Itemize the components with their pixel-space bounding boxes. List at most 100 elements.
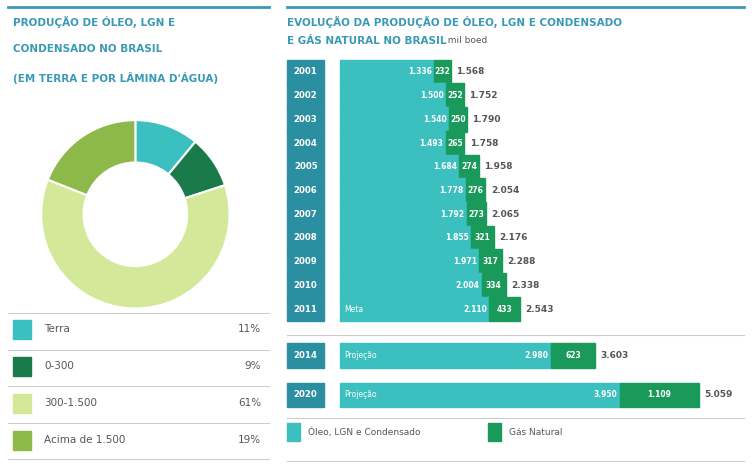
Text: 1.109: 1.109 [647, 390, 672, 399]
Bar [449, 107, 467, 131]
Text: Óleo, LGN e Condensado: Óleo, LGN e Condensado [308, 427, 420, 437]
Text: E GÁS NATURAL NO BRASIL: E GÁS NATURAL NO BRASIL [287, 36, 447, 46]
Bar [13, 394, 31, 413]
Text: 3.603: 3.603 [601, 351, 629, 360]
Bar [287, 273, 324, 298]
Text: 2.980: 2.980 [525, 351, 549, 360]
Text: Projeção: Projeção [344, 351, 377, 360]
Text: 1.684: 1.684 [433, 162, 456, 171]
Text: 623: 623 [566, 351, 581, 360]
Text: 61%: 61% [238, 398, 261, 408]
Bar [467, 202, 486, 227]
Text: 2.543: 2.543 [526, 305, 554, 314]
Bar [465, 178, 485, 203]
Text: 300-1.500: 300-1.500 [44, 398, 97, 408]
Text: mil boed: mil boed [441, 36, 487, 45]
Text: 2.004: 2.004 [456, 281, 480, 290]
Bar [340, 382, 620, 407]
Bar [480, 249, 502, 274]
Text: 1.790: 1.790 [472, 115, 501, 124]
Bar [13, 357, 31, 376]
Text: 1.778: 1.778 [439, 186, 463, 195]
Text: 2008: 2008 [294, 234, 317, 243]
Text: 19%: 19% [238, 435, 261, 445]
Text: 1.958: 1.958 [484, 162, 513, 171]
Bar [287, 202, 324, 227]
Text: 1.540: 1.540 [423, 115, 447, 124]
Text: (EM TERRA E POR LÂMINA D'ÁGUA): (EM TERRA E POR LÂMINA D'ÁGUA) [13, 72, 218, 84]
Bar [287, 297, 324, 321]
Text: 1.336: 1.336 [408, 67, 432, 76]
Text: 1.493: 1.493 [420, 138, 443, 147]
Text: 317: 317 [483, 257, 499, 266]
Wedge shape [135, 120, 196, 174]
Bar [13, 431, 31, 450]
Text: 2005: 2005 [294, 162, 317, 171]
Text: 334: 334 [486, 281, 502, 290]
Bar [287, 178, 324, 203]
Bar [340, 273, 482, 298]
Text: 1.758: 1.758 [470, 138, 499, 147]
Bar [340, 107, 449, 131]
Text: 1.792: 1.792 [441, 210, 465, 219]
Text: 321: 321 [475, 234, 490, 243]
Bar [13, 320, 31, 339]
Text: 1.971: 1.971 [453, 257, 478, 266]
Text: 433: 433 [497, 305, 513, 314]
Text: 1.752: 1.752 [469, 91, 498, 100]
Bar [482, 273, 505, 298]
Text: 274: 274 [461, 162, 477, 171]
Bar [472, 226, 494, 250]
Bar [287, 343, 324, 368]
Text: 11%: 11% [238, 324, 261, 334]
Text: 2009: 2009 [294, 257, 317, 266]
Text: 265: 265 [447, 138, 462, 147]
Text: Meta: Meta [344, 305, 363, 314]
Bar [287, 60, 324, 84]
Bar [620, 382, 699, 407]
Bar [340, 83, 446, 108]
Bar [287, 83, 324, 108]
Text: 3.950: 3.950 [594, 390, 617, 399]
Text: 9%: 9% [244, 361, 261, 371]
Bar [340, 154, 459, 179]
Bar [340, 226, 472, 250]
Text: EVOLUÇÃO DA PRODUÇÃO DE ÓLEO, LGN E CONDENSADO: EVOLUÇÃO DA PRODUÇÃO DE ÓLEO, LGN E COND… [287, 16, 622, 28]
Text: 276: 276 [468, 186, 484, 195]
Bar [488, 423, 501, 441]
Bar [287, 382, 324, 407]
Text: 2003: 2003 [294, 115, 317, 124]
Bar [287, 226, 324, 250]
Bar [340, 249, 480, 274]
Bar [459, 154, 478, 179]
Bar [340, 297, 490, 321]
Text: PRODUÇÃO DE ÓLEO, LGN E: PRODUÇÃO DE ÓLEO, LGN E [13, 16, 175, 28]
Text: 2.338: 2.338 [511, 281, 539, 290]
Text: Acima de 1.500: Acima de 1.500 [44, 435, 126, 445]
Text: Gás Natural: Gás Natural [509, 428, 562, 437]
Bar [445, 131, 465, 155]
Wedge shape [48, 120, 135, 195]
Text: Projeção: Projeção [344, 390, 377, 399]
Text: 2006: 2006 [294, 186, 317, 195]
Text: 0-300: 0-300 [44, 361, 74, 371]
Text: 2020: 2020 [294, 390, 317, 399]
Text: 1.500: 1.500 [420, 91, 444, 100]
Bar [340, 60, 435, 84]
Text: 250: 250 [450, 115, 465, 124]
Bar [287, 249, 324, 274]
Wedge shape [41, 179, 229, 309]
Text: 2.176: 2.176 [499, 234, 528, 243]
Bar [287, 154, 324, 179]
Text: 2.110: 2.110 [463, 305, 487, 314]
Text: 2004: 2004 [294, 138, 317, 147]
Text: 232: 232 [435, 67, 450, 76]
Bar [340, 202, 467, 227]
Text: 2.065: 2.065 [492, 210, 520, 219]
Text: 5.059: 5.059 [704, 390, 732, 399]
Bar [446, 83, 464, 108]
Text: 2002: 2002 [294, 91, 317, 100]
Wedge shape [168, 142, 225, 198]
Text: 2.288: 2.288 [508, 257, 536, 266]
Bar [340, 131, 445, 155]
